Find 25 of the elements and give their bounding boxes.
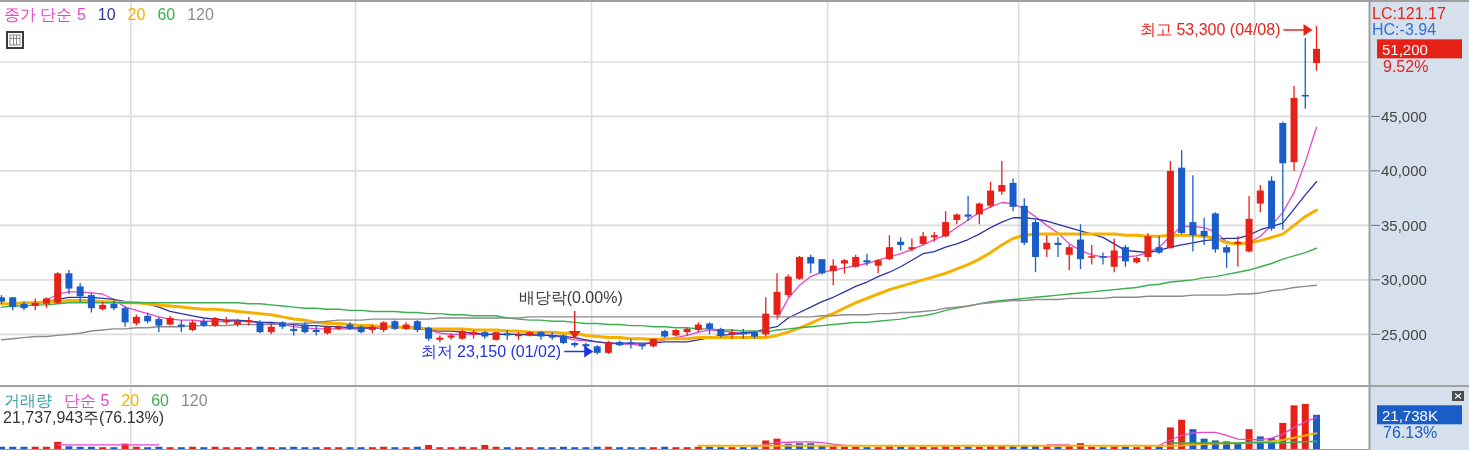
annotation: 최고 53,300 (04/08)	[1139, 21, 1281, 39]
annotation: 배당락(0.00%)	[518, 289, 623, 307]
text: 단순 5	[64, 391, 110, 409]
text: 60	[157, 5, 176, 23]
y-tick-label: 45,000	[1381, 107, 1427, 125]
value-badge: 51,200	[1377, 39, 1462, 59]
y-tick-label: 35,000	[1381, 216, 1427, 234]
annotation: 최저 23,150 (01/02)	[420, 342, 562, 360]
text: 9.52%	[1383, 58, 1429, 76]
text: 76.13%	[1383, 424, 1438, 442]
value-badge: 21,738K	[1377, 405, 1462, 425]
y-tick-label: 40,000	[1381, 162, 1427, 180]
text: 20	[127, 5, 146, 23]
text: 10	[97, 5, 116, 23]
legend-label: 120	[180, 391, 208, 409]
text: HC:-3.94	[1372, 20, 1437, 38]
text: 60	[151, 391, 170, 409]
text: 120	[187, 5, 214, 23]
y-tick-label: 30,000	[1381, 271, 1427, 289]
text: 종가 단순 5	[4, 5, 86, 23]
text: 20	[121, 391, 140, 409]
y-tick-label: 25,000	[1381, 325, 1427, 343]
chart-title: 거래량	[4, 391, 52, 409]
text: LC:121.17	[1372, 4, 1446, 22]
annotation: 21,737,943주(76.13%)	[3, 408, 164, 426]
